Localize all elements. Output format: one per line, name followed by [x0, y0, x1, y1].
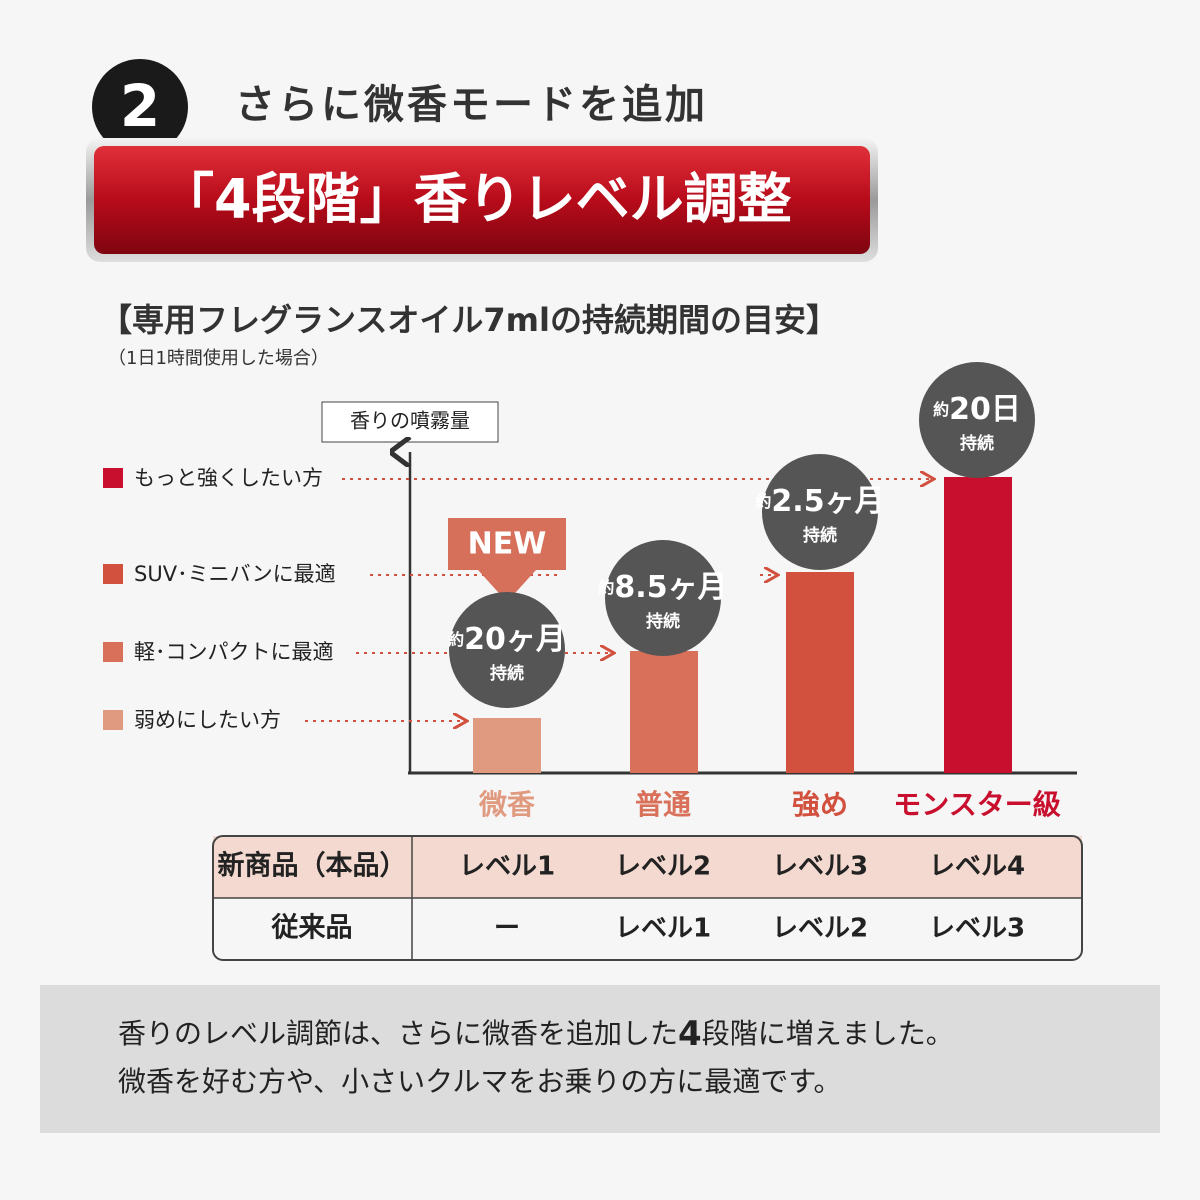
bar: [473, 718, 541, 773]
category-label: 普通: [635, 788, 691, 821]
bar: [944, 477, 1012, 773]
axis-label: 香りの噴霧量: [350, 409, 470, 433]
footer-emph: 4: [678, 1014, 702, 1054]
duration-prefix: 約: [755, 492, 771, 511]
legend-swatch: [103, 642, 123, 662]
duration-main: 約8.5ヶ月: [598, 570, 727, 605]
table-cell: レベル2: [615, 852, 711, 882]
table-cell: レベル2: [772, 914, 868, 944]
duration-prefix: 約: [448, 630, 464, 649]
table-cell: レベル1: [459, 852, 555, 882]
footer-box: [40, 985, 1160, 1133]
table-row-header: 従来品: [271, 913, 353, 944]
category-label: モンスター級: [893, 788, 1060, 821]
footer-text: 段階に増えました。: [702, 1017, 954, 1050]
duration-bubble: [919, 362, 1035, 478]
chart-heading: 【専用フレグランスオイル7mlの持続期間の目安】: [100, 301, 838, 339]
duration-value: 8.5ヶ月: [614, 570, 727, 605]
table-row-header: 新商品（本品）: [218, 850, 407, 882]
legend-item: 軽･コンパクトに最適: [134, 640, 334, 664]
bar: [786, 572, 854, 773]
duration-main: 約20ヶ月: [448, 622, 566, 657]
banner-text: 「4段階」香りレベル調整: [160, 168, 792, 231]
legend-swatch: [103, 564, 123, 584]
table-cell: レベル1: [615, 914, 711, 944]
table-cell: レベル4: [929, 852, 1025, 882]
legend-swatch: [103, 468, 123, 488]
table-header-bg: [213, 836, 1082, 898]
duration-prefix: 約: [598, 578, 614, 597]
duration-suffix: 持続: [490, 663, 524, 684]
bar: [630, 651, 698, 773]
duration-value: 20日: [949, 392, 1021, 427]
duration-main: 約20日: [933, 392, 1021, 427]
category-label: 強め: [792, 788, 848, 821]
chart-note: （1日1時間使用した場合）: [108, 348, 329, 369]
legend-item: SUV･ミニバンに最適: [134, 562, 336, 586]
duration-suffix: 持続: [646, 611, 680, 632]
duration-main: 約2.5ヶ月: [755, 484, 884, 519]
duration-bubble: [449, 592, 565, 708]
number: 2: [120, 72, 160, 140]
table-cell: ー: [494, 914, 520, 944]
table-cell: レベル3: [772, 852, 868, 882]
guide-lines: [305, 479, 932, 721]
number-badge: [92, 59, 188, 155]
banner: [94, 146, 870, 254]
duration-bubble: [605, 540, 721, 656]
duration-suffix: 持続: [960, 433, 994, 454]
duration-value: 20ヶ月: [464, 622, 566, 657]
subtitle: さらに微香モードを追加: [235, 82, 708, 128]
footer-text: 香りのレベル調節は、さらに微香を追加した: [118, 1017, 678, 1050]
axis-label-box: [321, 401, 499, 443]
duration-suffix: 持続: [803, 525, 837, 546]
duration-bubble: [762, 454, 878, 570]
category-label: 微香: [478, 788, 535, 821]
footer-line: 微香を好む方や、小さいクルマをお乗りの方に最適です。: [118, 1065, 842, 1098]
duration-value: 2.5ヶ月: [771, 484, 884, 519]
duration-prefix: 約: [933, 400, 949, 419]
new-badge: [448, 518, 566, 602]
legend-item: もっと強くしたい方: [134, 466, 323, 490]
new-badge-text: NEW: [468, 527, 547, 562]
footer-line: 香りのレベル調節は、さらに微香を追加した4段階に増えました。: [118, 1014, 954, 1054]
legend-item: 弱めにしたい方: [134, 708, 281, 732]
legend: もっと強くしたい方 SUV･ミニバンに最適 軽･コンパクトに最適 弱めにしたい方: [103, 466, 336, 732]
legend-swatch: [103, 710, 123, 730]
table-cell: レベル3: [929, 914, 1025, 944]
